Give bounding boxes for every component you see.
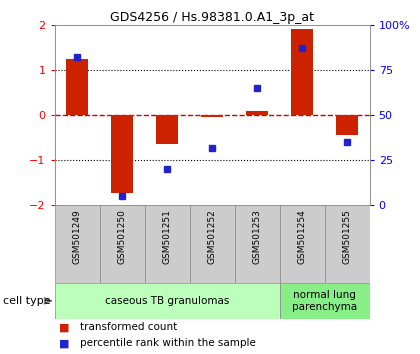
Bar xyxy=(144,205,189,283)
Bar xyxy=(55,283,280,319)
Bar xyxy=(55,205,100,283)
Bar xyxy=(291,29,313,115)
Text: GSM501250: GSM501250 xyxy=(118,209,126,264)
Bar xyxy=(235,205,280,283)
Bar xyxy=(189,205,235,283)
Bar xyxy=(336,115,358,135)
Text: GSM501252: GSM501252 xyxy=(207,209,217,264)
Text: transformed count: transformed count xyxy=(80,322,177,332)
Text: GSM501249: GSM501249 xyxy=(73,209,81,264)
Bar xyxy=(246,112,268,115)
Text: GSM501255: GSM501255 xyxy=(343,209,352,264)
Bar xyxy=(280,205,325,283)
Text: GSM501254: GSM501254 xyxy=(298,209,307,264)
Bar xyxy=(280,283,370,319)
Text: GSM501253: GSM501253 xyxy=(252,209,262,264)
Bar xyxy=(111,115,134,193)
Text: ■: ■ xyxy=(59,338,69,348)
Bar xyxy=(325,205,370,283)
Text: caseous TB granulomas: caseous TB granulomas xyxy=(105,296,229,306)
Text: GSM501251: GSM501251 xyxy=(163,209,172,264)
Title: GDS4256 / Hs.98381.0.A1_3p_at: GDS4256 / Hs.98381.0.A1_3p_at xyxy=(110,11,314,24)
Bar xyxy=(201,115,223,117)
Text: cell type: cell type xyxy=(3,296,50,306)
Text: percentile rank within the sample: percentile rank within the sample xyxy=(80,338,256,348)
Text: ■: ■ xyxy=(59,322,69,332)
Text: normal lung
parenchyma: normal lung parenchyma xyxy=(292,290,357,312)
Bar xyxy=(156,115,178,144)
Bar xyxy=(100,205,144,283)
Bar xyxy=(66,59,88,115)
